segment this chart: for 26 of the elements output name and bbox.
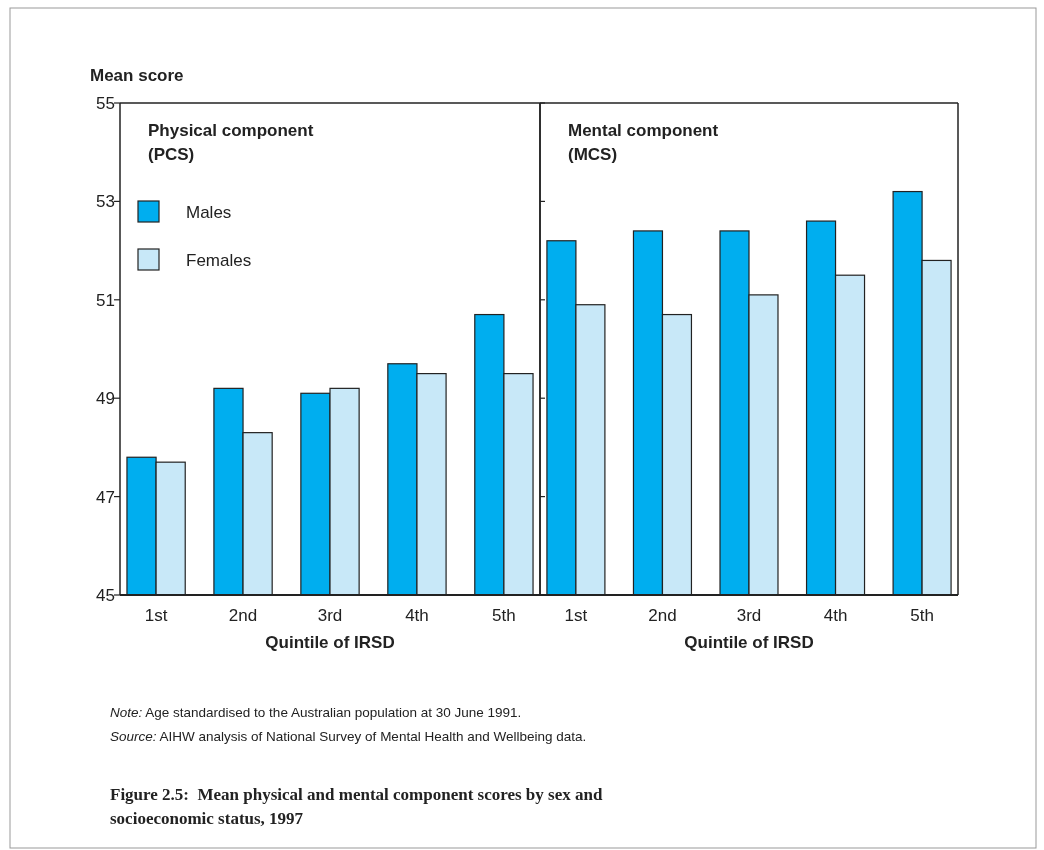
- y-tick-label: 55: [96, 93, 115, 113]
- x-tick-label: 2nd: [648, 606, 677, 625]
- source-note: Source: AIHW analysis of National Survey of Mental Health and Wellbeing data.: [110, 729, 587, 744]
- x-tick-label: 1st: [564, 606, 588, 625]
- x-axis-title: Quintile of IRSD: [265, 633, 395, 652]
- legend-label: Males: [186, 202, 232, 222]
- y-tick-label: 53: [96, 192, 115, 212]
- caption: Figure 2.5: Mean physical and mental component scores by sex and socioeconomic status, 1997: [110, 785, 603, 828]
- x-tick-label: 5th: [910, 606, 934, 625]
- x-tick-label: 4th: [405, 606, 429, 625]
- text: Mental component (MCS): [568, 121, 719, 164]
- x-tick-label: 1st: [144, 606, 168, 625]
- x-tick-label: 3rd: [317, 606, 343, 625]
- y-tick-label: 45: [96, 585, 115, 605]
- y-tick-label: 49: [96, 389, 115, 409]
- text: Physical component (PCS): [148, 121, 314, 164]
- y-tick-label: 47: [96, 487, 115, 507]
- x-tick-label: 2nd: [228, 606, 258, 625]
- x-tick-label: 5th: [492, 606, 516, 625]
- x-axis-title: Quintile of IRSD: [684, 633, 814, 652]
- x-tick-label: 3rd: [736, 606, 762, 625]
- text: Note: Age standardised to the Australian population at 30 June 1991.: [110, 705, 522, 720]
- legend-label: Females: [186, 250, 252, 270]
- y-tick-label: 51: [96, 290, 115, 310]
- x-tick-label: 4th: [823, 606, 848, 625]
- y-axis-title: Mean score: [90, 66, 184, 85]
